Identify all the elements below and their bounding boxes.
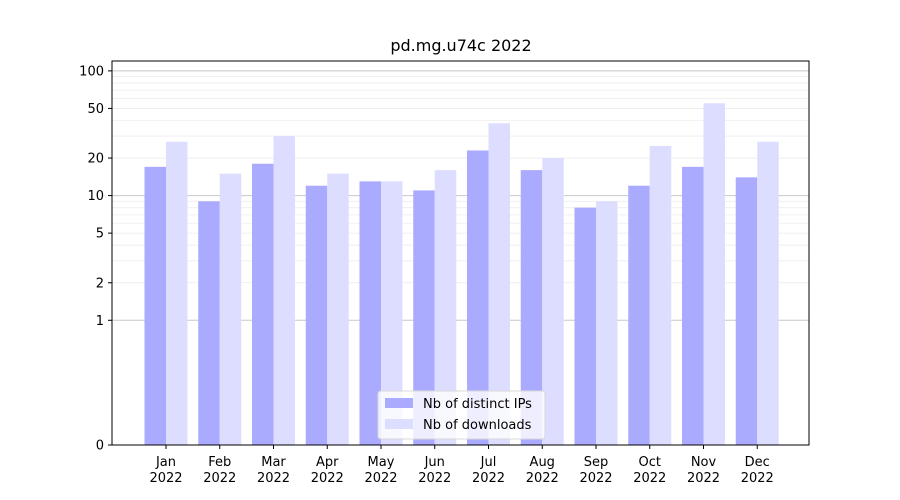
y-tick-label: 100	[79, 64, 104, 79]
bar-downloads	[381, 181, 403, 445]
axes: 0125102050100Jan2022Feb2022Mar2022Apr202…	[79, 64, 774, 486]
bar-downloads	[219, 173, 242, 445]
x-tick-label-month: Nov	[691, 455, 717, 470]
y-tick-label: 1	[96, 314, 104, 329]
x-tick-label-year: 2022	[257, 471, 290, 486]
x-tick-label-month: May	[368, 455, 395, 470]
x-tick-label-year: 2022	[579, 471, 612, 486]
bar-distinct-ips	[735, 177, 758, 445]
bar-downloads	[757, 141, 779, 445]
x-tick-label-year: 2022	[687, 471, 720, 486]
x-tick-label-month: Jan	[155, 455, 176, 470]
x-tick-label-year: 2022	[149, 471, 182, 486]
legend-swatch	[385, 398, 413, 408]
x-tick-label-month: Dec	[745, 455, 770, 470]
bar-distinct-ips	[574, 207, 596, 445]
x-tick-label-year: 2022	[311, 471, 344, 486]
y-tick-label: 20	[87, 152, 104, 167]
x-tick-label-month: Jun	[424, 455, 445, 470]
bar-downloads	[703, 103, 725, 446]
legend-swatch	[385, 419, 413, 429]
bar-downloads	[434, 170, 457, 445]
legend-label: Nb of distinct IPs	[423, 397, 532, 412]
plot-area-frame	[111, 60, 810, 446]
bar-distinct-ips	[359, 181, 381, 445]
legend: Nb of distinct IPs Nb of downloads	[377, 390, 546, 440]
bar-distinct-ips	[520, 170, 543, 445]
x-tick-label-year: 2022	[364, 471, 397, 486]
y-tick-label: 10	[87, 189, 104, 204]
x-tick-label-year: 2022	[472, 471, 505, 486]
x-tick-label-year: 2022	[633, 471, 666, 486]
bar-distinct-ips	[144, 166, 166, 445]
x-tick-label-year: 2022	[526, 471, 559, 486]
bar-downloads	[649, 145, 672, 446]
bar-downloads	[488, 123, 510, 446]
bar-distinct-ips	[682, 166, 704, 445]
bar-distinct-ips	[305, 185, 328, 445]
x-tick-label-month: Apr	[316, 455, 339, 470]
bar-distinct-ips	[467, 150, 489, 445]
bar-distinct-ips	[628, 185, 650, 445]
x-tick-label-month: Mar	[261, 455, 286, 470]
x-tick-label-month: Aug	[530, 455, 555, 470]
bar-downloads	[596, 201, 618, 445]
x-tick-label-month: Oct	[639, 455, 661, 470]
bar-downloads	[542, 158, 564, 445]
legend-label: Nb of downloads	[423, 418, 532, 433]
y-tick-label: 0	[96, 439, 104, 454]
bar-distinct-ips	[413, 190, 435, 445]
bar-downloads	[273, 136, 295, 446]
x-tick-label-month: Sep	[584, 455, 609, 470]
x-tick-label-year: 2022	[418, 471, 451, 486]
bar-distinct-ips	[252, 163, 274, 445]
x-tick-label-year: 2022	[203, 471, 236, 486]
x-tick-label-year: 2022	[741, 471, 774, 486]
y-tick-label: 5	[96, 227, 104, 242]
x-tick-label-month: Feb	[208, 455, 231, 470]
bar-downloads	[166, 141, 188, 445]
bar-distinct-ips	[198, 201, 220, 445]
x-tick-label-month: Jul	[480, 455, 497, 470]
chart-title: pd.mg.u74c 2022	[390, 36, 531, 55]
y-tick-label: 2	[96, 276, 104, 291]
y-tick-label: 50	[87, 102, 104, 117]
legend-box	[377, 390, 546, 440]
bar-downloads	[327, 173, 349, 445]
bars	[144, 103, 779, 446]
